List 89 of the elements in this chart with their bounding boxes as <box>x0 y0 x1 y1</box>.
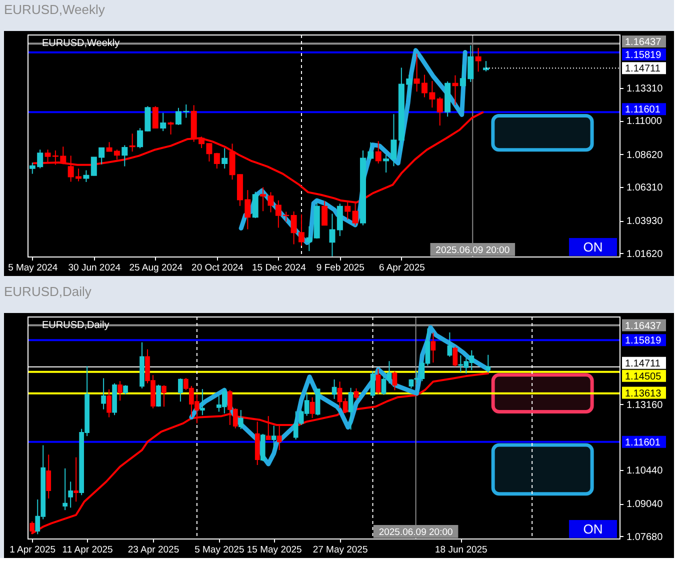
x-tick-label: 15 May 2025 <box>246 544 302 556</box>
candlestick <box>452 74 458 106</box>
y-tick-label: 1.13160 <box>626 400 664 411</box>
candlestick <box>447 332 452 358</box>
candlestick <box>106 388 112 418</box>
candlestick <box>252 191 258 219</box>
y-tick-label: 1.01620 <box>626 248 664 260</box>
candlestick <box>178 378 183 402</box>
ref-line-label: 1.16437 <box>625 37 662 48</box>
y-tick-label: 1.07680 <box>626 532 664 543</box>
candlestick <box>160 112 166 132</box>
y-tick-label: 1.09040 <box>626 499 664 510</box>
candlestick <box>408 378 414 389</box>
candlestick <box>483 60 490 72</box>
candlestick <box>46 454 52 500</box>
candlestick <box>276 424 282 451</box>
x-tick-label: 5 May 2025 <box>194 544 244 556</box>
candlestick <box>306 226 312 252</box>
ref-line-label: 1.14711 <box>625 358 661 370</box>
candlestick <box>83 170 90 183</box>
ref-line-label: 1.11601 <box>625 437 661 448</box>
ref-line-label: 2025.06.09 20:00 <box>378 527 453 538</box>
candlestick <box>214 152 220 170</box>
y-tick-label: 1.08620 <box>626 150 664 161</box>
ref-line-label: 1.14505 <box>625 371 662 382</box>
x-tick-label: 15 Dec 2024 <box>252 262 306 274</box>
x-tick-label: 6 Apr 2025 <box>378 262 425 274</box>
annotation: ON <box>583 522 603 536</box>
candlestick <box>238 410 244 430</box>
x-tick-label: 20 Oct 2024 <box>192 262 244 274</box>
candlestick <box>200 388 205 416</box>
chart-subtitle: EURUSD,Daily <box>42 320 110 331</box>
ref-line-label: 1.16437 <box>625 320 662 332</box>
candlestick <box>392 370 398 391</box>
y-tick-label: 1.03930 <box>626 216 664 228</box>
annotation: ON <box>583 240 603 254</box>
chart-subtitle: EURUSD,Weekly <box>42 38 120 49</box>
x-tick-label: 30 Jun 2024 <box>68 262 121 274</box>
chart-title: EURUSD,Weekly <box>4 2 106 17</box>
chart-title: EURUSD,Daily <box>4 284 92 299</box>
candlestick <box>322 200 328 226</box>
candlestick <box>168 121 174 135</box>
candlestick <box>452 346 458 368</box>
candlestick <box>430 332 436 364</box>
ref-line-label: 2025.06.09 20:00 <box>436 245 510 256</box>
x-tick-label: 9 Feb 2025 <box>316 262 364 274</box>
candlestick <box>336 203 343 237</box>
candlestick <box>370 370 376 398</box>
x-tick-label: 27 May 2025 <box>312 544 368 556</box>
candlestick <box>162 384 166 408</box>
y-tick-label: 1.06310 <box>626 182 664 194</box>
ref-line-label: 1.15819 <box>625 50 662 62</box>
candlestick <box>375 140 382 164</box>
candlestick <box>475 47 482 72</box>
x-tick-label: 23 Apr 2025 <box>128 544 180 556</box>
ref-line-label: 1.11601 <box>625 104 661 116</box>
candlestick <box>122 144 128 167</box>
y-tick-label: 1.10440 <box>626 465 664 476</box>
line-series <box>189 325 490 466</box>
x-tick-label: 25 Aug 2024 <box>129 262 183 274</box>
candlestick <box>486 354 491 373</box>
candlestick <box>222 148 228 170</box>
candlestick <box>310 396 315 418</box>
candlestick <box>348 387 354 430</box>
candlestick <box>62 468 68 511</box>
candlestick <box>118 380 122 402</box>
candlestick <box>266 416 271 440</box>
candlestick <box>436 96 443 126</box>
candlestick <box>332 378 337 400</box>
candlestick <box>129 133 136 152</box>
candlestick <box>354 388 359 400</box>
candlestick <box>68 481 74 508</box>
x-tick-label: 18 Jun 2025 <box>435 544 488 556</box>
x-tick-label: 5 May 2024 <box>8 262 58 274</box>
annotation: 1.14711 <box>625 64 661 75</box>
candlestick <box>271 425 276 450</box>
x-tick-label: 11 Apr 2025 <box>62 544 113 556</box>
x-tick-label: 1 Apr 2025 <box>10 544 56 556</box>
candlestick <box>74 456 78 502</box>
candlestick <box>101 378 106 410</box>
candlestick <box>329 213 336 257</box>
candlestick <box>123 384 128 395</box>
candlestick <box>156 384 161 408</box>
ref-line-label: 1.15819 <box>625 336 662 347</box>
ref-line-label: 1.13613 <box>625 388 662 400</box>
candlestick <box>376 368 381 395</box>
candlestick <box>152 106 158 129</box>
y-tick-label: 1.11000 <box>626 116 662 128</box>
y-tick-label: 1.13310 <box>626 83 664 94</box>
